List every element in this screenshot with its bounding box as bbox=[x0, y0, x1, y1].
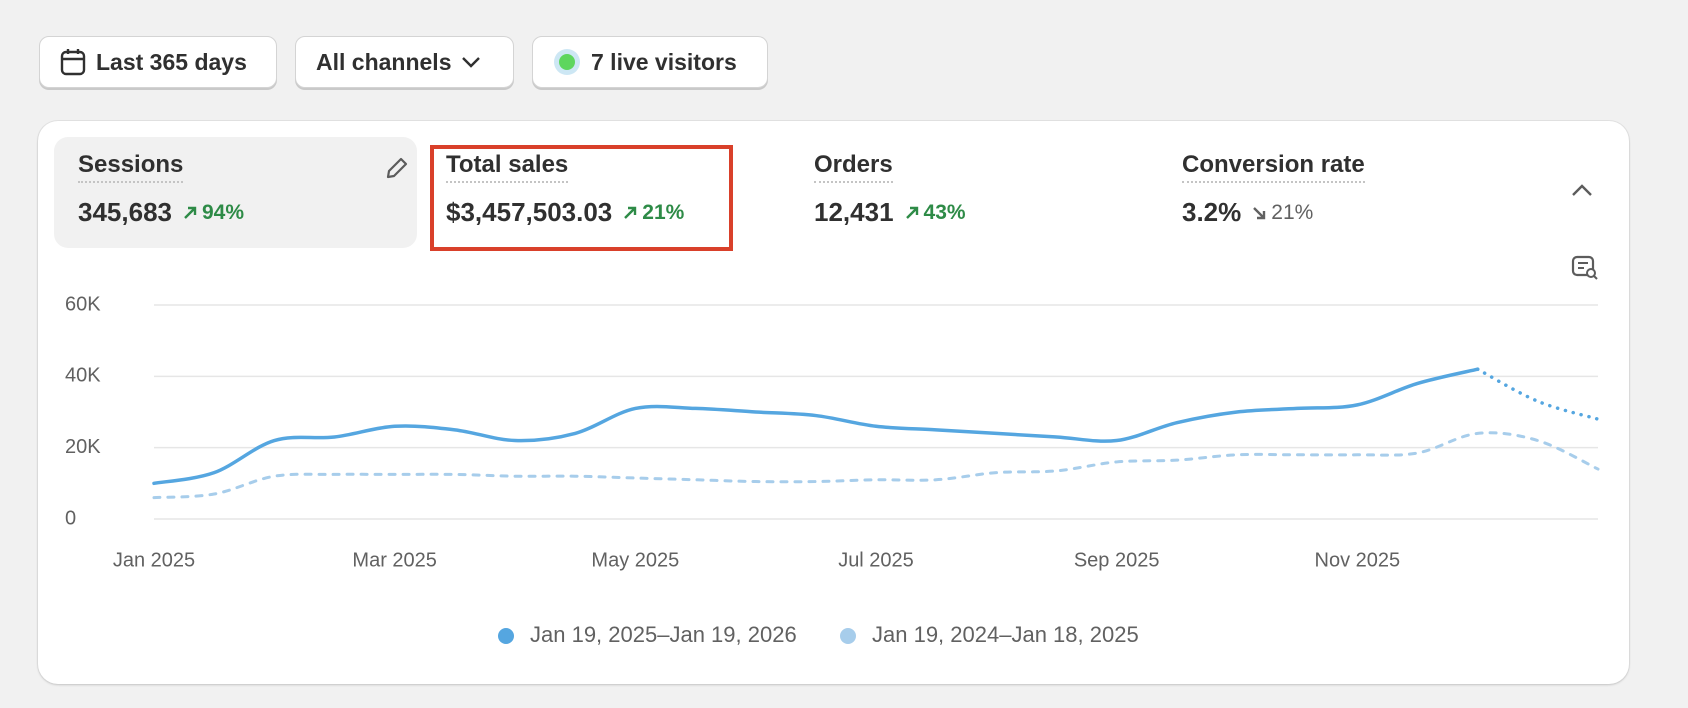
x-tick-label: Nov 2025 bbox=[1315, 549, 1401, 571]
metric-change: 94% bbox=[201, 200, 245, 224]
metric-value: 12,431 bbox=[814, 197, 894, 227]
x-tick-label: May 2025 bbox=[591, 549, 679, 571]
chevron-down bbox=[462, 57, 481, 68]
metric-value: $3,457,503.03 bbox=[446, 197, 613, 227]
metric-label: Orders bbox=[814, 151, 893, 183]
chart-search-icon[interactable] bbox=[1571, 254, 1599, 282]
highlight-box bbox=[430, 145, 733, 251]
collapse-icon[interactable] bbox=[1571, 183, 1593, 197]
trend-arrow bbox=[905, 206, 918, 219]
legend-label: Jan 19, 2025–Jan 19, 2026 bbox=[530, 622, 797, 647]
metric-change: 21% bbox=[1271, 200, 1314, 224]
live-visitors-label: 7 live visitors bbox=[591, 48, 737, 75]
trend-arrow bbox=[1253, 206, 1266, 219]
metric-change: 21% bbox=[642, 200, 685, 224]
legend-swatch bbox=[840, 628, 856, 644]
metric-value: 3.2% bbox=[1182, 197, 1242, 227]
channel-filter[interactable]: All channels bbox=[295, 36, 514, 88]
channel-filter-label: All channels bbox=[316, 48, 452, 75]
x-tick-label: Mar 2025 bbox=[352, 549, 437, 571]
edit-icon[interactable] bbox=[384, 155, 410, 181]
date-filter[interactable]: Last 365 days bbox=[39, 36, 277, 88]
x-tick-label: Jul 2025 bbox=[838, 549, 914, 571]
metric-tile[interactable]: Total sales $3,457,503.03 21% bbox=[446, 151, 684, 228]
metric-change: 43% bbox=[923, 200, 966, 224]
calendar-icon bbox=[60, 49, 86, 76]
x-tick-label: Jan 2025 bbox=[113, 549, 195, 571]
series-line bbox=[152, 431, 1600, 500]
selected-tile bbox=[54, 137, 417, 248]
live-dot bbox=[554, 49, 580, 75]
live-visitors[interactable]: 7 live visitors bbox=[532, 36, 768, 88]
metric-label: Conversion rate bbox=[1182, 151, 1365, 183]
trend-arrow bbox=[184, 206, 197, 219]
x-tick-label: Sep 2025 bbox=[1074, 549, 1160, 571]
metric-tile[interactable]: Orders 12,431 43% bbox=[814, 151, 966, 228]
legend-swatch bbox=[498, 628, 514, 644]
series-line bbox=[1475, 367, 1600, 421]
y-tick-label: 0 bbox=[65, 507, 76, 529]
legend-label: Jan 19, 2024–Jan 18, 2025 bbox=[872, 622, 1139, 647]
y-tick-label: 60K bbox=[65, 293, 101, 315]
date-filter-label: Last 365 days bbox=[96, 48, 247, 75]
trend-arrow bbox=[624, 206, 637, 219]
series-line bbox=[152, 367, 1480, 486]
y-tick-label: 20K bbox=[65, 436, 101, 458]
metric-label: Sessions bbox=[78, 151, 184, 183]
y-tick-label: 40K bbox=[65, 365, 101, 387]
metric-tile[interactable]: Conversion rate 3.2% 21% bbox=[1182, 151, 1365, 228]
metric-tile[interactable]: Sessions 345,683 94% bbox=[78, 151, 244, 228]
metric-label: Total sales bbox=[446, 151, 569, 183]
metric-value: 345,683 bbox=[78, 197, 172, 227]
